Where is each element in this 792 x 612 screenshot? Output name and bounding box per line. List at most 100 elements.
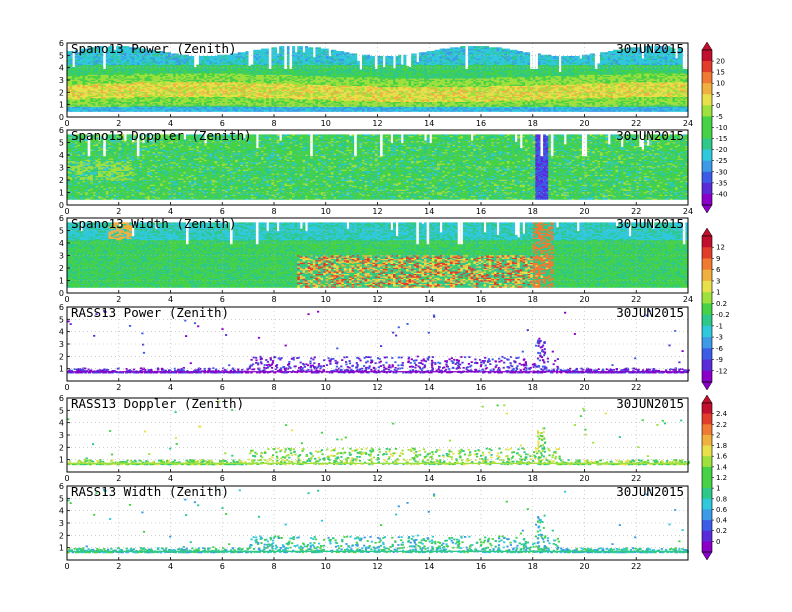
y-tick-label: 2 (59, 264, 64, 273)
y-tick-label: 3 (59, 519, 64, 528)
colorbar-swatch (702, 270, 712, 282)
colorbar-bottom-arrow (702, 382, 712, 390)
colorbar-swatch (702, 105, 712, 116)
x-tick-label: 8 (271, 119, 276, 128)
y-tick-label: 5 (59, 139, 64, 148)
colorbar-swatch (702, 281, 712, 293)
x-tick-label: 24 (683, 119, 693, 128)
colorbar-label: -5 (716, 113, 723, 121)
x-tick-label: 12 (372, 474, 382, 483)
x-tick-label: 10 (321, 562, 331, 571)
colorbar-swatch (702, 194, 712, 205)
colorbar-label: 15 (716, 69, 725, 77)
colorbar-swatch (702, 183, 712, 194)
x-tick-label: 20 (579, 383, 589, 392)
y-tick-label: 1 (59, 101, 64, 110)
colorbar-swatch (702, 150, 712, 161)
colorbar-swatch (702, 435, 712, 446)
y-tick-label: 2 (59, 443, 64, 452)
colorbar-label: 1.6 (716, 453, 728, 461)
x-tick-label: 20 (579, 295, 589, 304)
colorbar-label: -6 (716, 345, 724, 353)
x-tick-label: 0 (64, 119, 69, 128)
x-tick-label: 6 (220, 295, 225, 304)
x-tick-label: 2 (116, 562, 121, 571)
x-tick-label: 24 (683, 295, 693, 304)
y-tick-label: 2 (59, 531, 64, 540)
x-tick-label: 0 (64, 295, 69, 304)
x-tick-label: 4 (168, 562, 173, 571)
panel-title: Spano13 Width (Zenith) (71, 216, 237, 231)
panel-date: 30JUN2015 (616, 484, 684, 499)
x-tick-label: 22 (631, 383, 641, 392)
y-tick-label: 5 (59, 227, 64, 236)
x-tick-label: 10 (321, 207, 331, 216)
colorbar-label: 0 (716, 102, 720, 110)
panel-date: 30JUN2015 (616, 41, 684, 56)
colorbar-swatch (702, 50, 712, 61)
x-tick-label: 0 (64, 383, 69, 392)
x-tick-label: 20 (579, 207, 589, 216)
x-tick-label: 18 (528, 207, 538, 216)
colorbar-swatch (702, 94, 712, 105)
colorbar-label: -15 (716, 135, 727, 143)
colorbar-label: -20 (716, 146, 727, 154)
x-tick-label: 14 (424, 119, 434, 128)
y-tick-label: 5 (59, 51, 64, 60)
colorbar-label: -10 (716, 124, 727, 132)
colorbar-label: -9 (716, 356, 723, 364)
colorbar-label: 12 (716, 244, 725, 252)
x-tick-label: 6 (220, 119, 225, 128)
colorbar-swatch (702, 292, 712, 304)
x-tick-label: 16 (476, 383, 486, 392)
x-tick-label: 12 (372, 295, 382, 304)
y-tick-label: 1 (59, 456, 64, 465)
colorbar-swatch (702, 424, 712, 435)
y-tick-label: 3 (59, 76, 64, 85)
x-tick-label: 8 (271, 207, 276, 216)
y-tick-label: 4 (59, 239, 64, 248)
x-tick-label: 2 (116, 383, 121, 392)
y-tick-label: 1 (59, 189, 64, 198)
y-tick-label: 2 (59, 352, 64, 361)
x-tick-label: 4 (168, 119, 173, 128)
colorbar-label: 10 (716, 80, 725, 88)
x-tick-label: 18 (528, 562, 538, 571)
colorbar-swatch (702, 83, 712, 94)
y-tick-label: 4 (59, 507, 64, 516)
x-tick-label: 22 (631, 207, 641, 216)
colorbar-swatch (702, 467, 712, 478)
colorbar-swatch (702, 478, 712, 489)
colorbar-top-arrow (702, 42, 712, 50)
colorbar-swatch (702, 520, 712, 531)
x-tick-label: 6 (220, 474, 225, 483)
x-tick-label: 2 (116, 474, 121, 483)
colorbar-swatch (702, 247, 712, 259)
colorbar-swatch (702, 446, 712, 457)
x-tick-label: 6 (220, 207, 225, 216)
colorbar-label: 1 (716, 289, 720, 297)
x-tick-label: 8 (271, 474, 276, 483)
colorbar-label: 2 (716, 431, 720, 439)
y-tick-label: 4 (59, 328, 64, 337)
colorbar-label: 0.6 (716, 506, 728, 514)
colorbar-label: -12 (716, 367, 727, 375)
x-tick-label: 2 (116, 207, 121, 216)
x-tick-label: 4 (168, 474, 173, 483)
y-tick-label: 0 (59, 113, 64, 122)
x-tick-label: 18 (528, 383, 538, 392)
x-tick-label: 10 (321, 295, 331, 304)
colorbar-bottom-arrow (702, 552, 712, 560)
y-tick-label: 1 (59, 365, 64, 374)
colorbar-bottom-arrow (702, 205, 712, 213)
y-tick-label: 4 (59, 419, 64, 428)
colorbar-label: 2.2 (716, 421, 727, 429)
colorbar-label: 0.2 (716, 300, 727, 308)
colorbar-swatch (702, 337, 712, 349)
x-tick-label: 10 (321, 119, 331, 128)
x-tick-label: 20 (579, 562, 589, 571)
panel-title: RASS13 Power (Zenith) (71, 305, 229, 320)
